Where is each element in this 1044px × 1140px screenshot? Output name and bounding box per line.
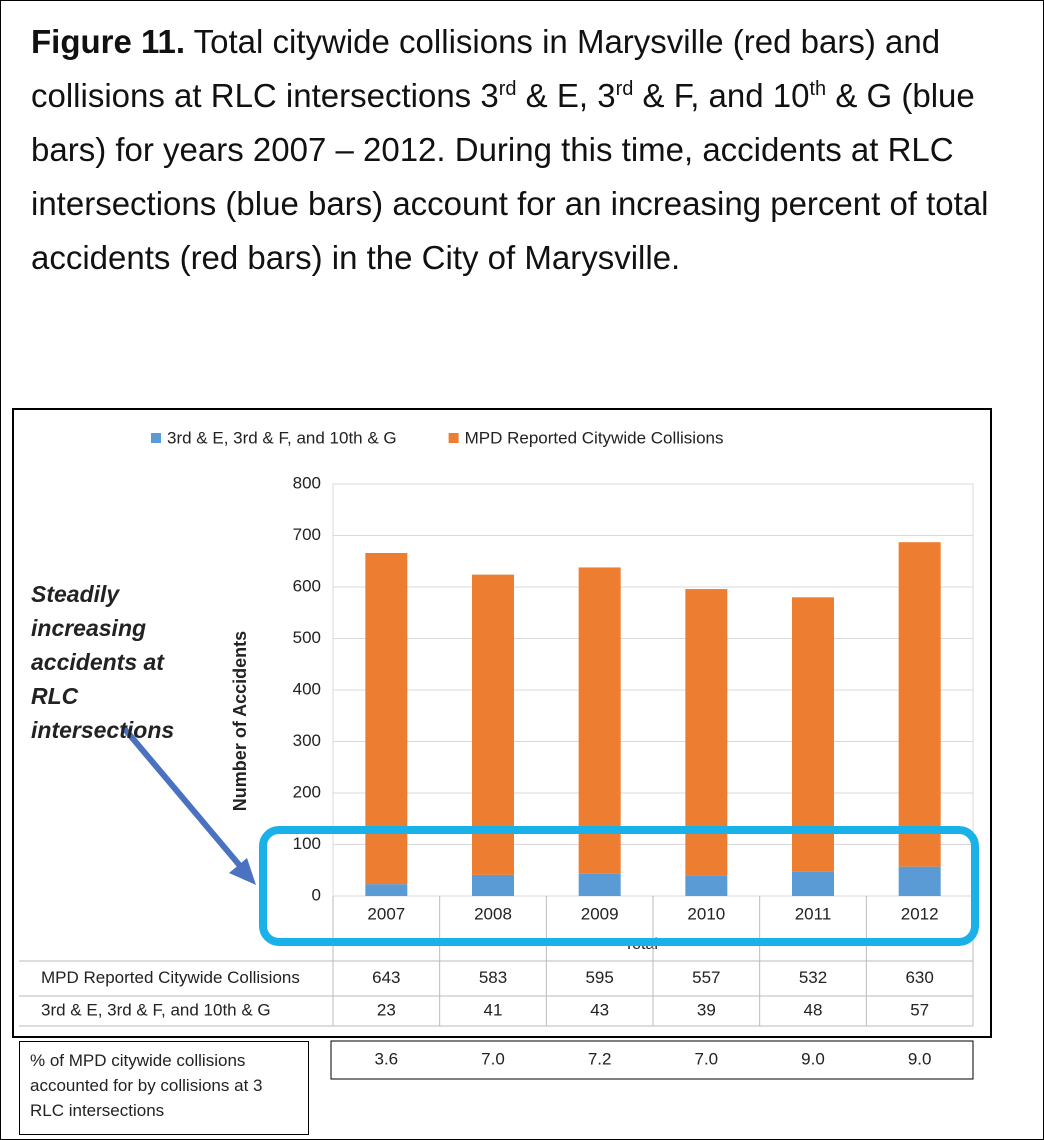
percent-cell: 9.0 bbox=[908, 1049, 932, 1068]
highlight-box bbox=[259, 826, 979, 946]
y-tick-label: 100 bbox=[293, 834, 321, 853]
table-cell: 557 bbox=[692, 968, 720, 987]
percent-cell: 7.0 bbox=[481, 1049, 505, 1068]
percent-table bbox=[330, 1040, 974, 1080]
caption-sup: rd bbox=[498, 78, 517, 100]
table-row-label: MPD Reported Citywide Collisions bbox=[41, 968, 300, 987]
table-cell: 583 bbox=[479, 968, 507, 987]
caption-sup: th bbox=[809, 78, 827, 100]
bar bbox=[898, 866, 941, 896]
bar bbox=[792, 871, 834, 896]
table-cell: 39 bbox=[697, 1000, 716, 1019]
x-tick-label: 2009 bbox=[581, 904, 619, 923]
legend-swatch bbox=[448, 433, 459, 443]
y-tick-label: 400 bbox=[293, 679, 321, 698]
caption-text: & F, and 10 bbox=[633, 77, 810, 114]
y-tick-label: 200 bbox=[293, 782, 321, 801]
caption: Figure 11. Total citywide collisions in … bbox=[31, 15, 1021, 285]
bar bbox=[792, 597, 834, 872]
x-tick-label: 2010 bbox=[687, 904, 725, 923]
x-tick-label: 2008 bbox=[474, 904, 512, 923]
caption-text: & G (blue bars) for years 2007 – 2012. D… bbox=[31, 77, 989, 276]
percent-row-label: % of MPD citywide collisions accounted f… bbox=[19, 1041, 309, 1135]
bar bbox=[365, 553, 408, 885]
arrow-shaft bbox=[120, 725, 244, 869]
table-cell: 532 bbox=[799, 968, 827, 987]
y-tick-label: 600 bbox=[293, 576, 321, 595]
y-axis-label: Number of Accidents bbox=[230, 631, 250, 811]
y-tick-label: 700 bbox=[293, 525, 321, 544]
caption-text: Total citywide collisions in Marysville … bbox=[31, 23, 941, 114]
table-cell: 57 bbox=[910, 1000, 929, 1019]
percent-cell: 9.0 bbox=[801, 1049, 825, 1068]
table-cell: 43 bbox=[590, 1000, 609, 1019]
caption-figure: Figure 11. bbox=[31, 23, 186, 60]
table-cell: 48 bbox=[804, 1000, 823, 1019]
x-tick-label: 2012 bbox=[901, 904, 939, 923]
bar bbox=[578, 567, 621, 874]
table-cell: 630 bbox=[905, 968, 933, 987]
arrow-head bbox=[229, 858, 256, 885]
table-cell: 595 bbox=[585, 968, 613, 987]
table-row-label: 3rd & E, 3rd & F, and 10th & G bbox=[41, 1000, 271, 1019]
percent-cell: 7.0 bbox=[695, 1049, 719, 1068]
bar bbox=[472, 574, 514, 875]
bar bbox=[365, 884, 408, 896]
table-cell: 23 bbox=[377, 1000, 396, 1019]
table-cell: 41 bbox=[484, 1000, 503, 1019]
bar bbox=[685, 875, 728, 896]
y-tick-label: 500 bbox=[293, 628, 321, 647]
y-tick-label: 0 bbox=[312, 885, 321, 904]
y-tick-label: 800 bbox=[293, 473, 321, 492]
y-tick-label: 300 bbox=[293, 731, 321, 750]
chart-frame bbox=[12, 408, 992, 1038]
bar bbox=[898, 542, 941, 867]
bar bbox=[578, 873, 621, 896]
legend-swatch bbox=[151, 433, 161, 443]
legend-label: 3rd & E, 3rd & F, and 10th & G bbox=[167, 428, 397, 447]
annotation: Steadily increasing accidents at RLC int… bbox=[31, 581, 175, 743]
table-cell: 643 bbox=[372, 968, 400, 987]
caption-sup: rd bbox=[615, 78, 634, 100]
caption-text: & E, 3 bbox=[516, 77, 616, 114]
legend-label: MPD Reported Citywide Collisions bbox=[465, 428, 724, 447]
percent-cell: 3.6 bbox=[375, 1049, 399, 1068]
bar bbox=[472, 874, 514, 896]
percent-cell: 7.2 bbox=[588, 1049, 612, 1068]
x-tick-label: 2011 bbox=[795, 904, 832, 923]
x-tick-label: 2007 bbox=[367, 904, 405, 923]
